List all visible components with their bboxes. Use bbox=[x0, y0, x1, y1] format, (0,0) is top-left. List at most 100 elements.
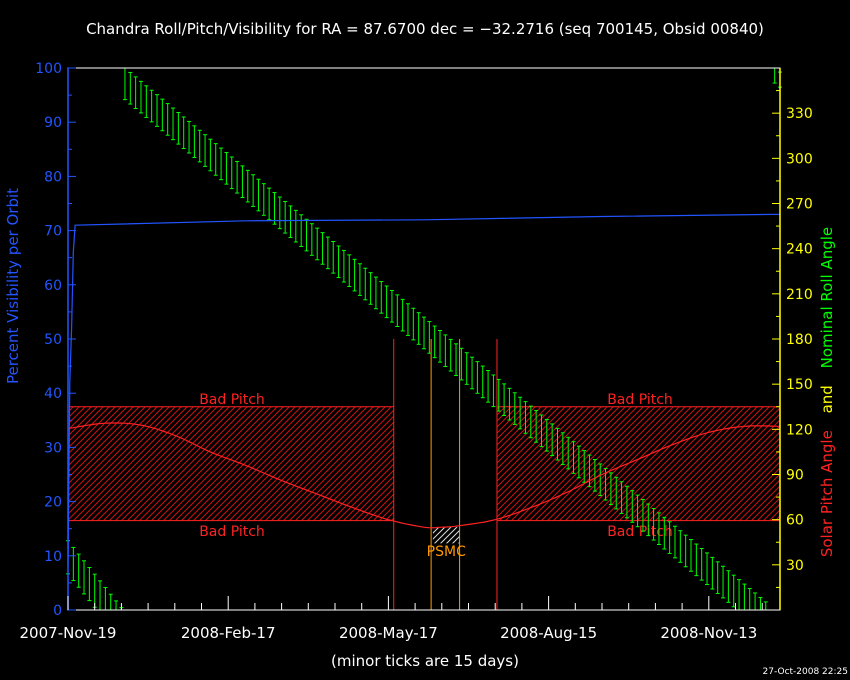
roll-bar-93 bbox=[560, 432, 565, 465]
roll-bar-46 bbox=[309, 223, 314, 256]
roll-bar-21 bbox=[176, 111, 181, 145]
roll-bar-111 bbox=[656, 512, 661, 546]
roll-bar-82 bbox=[502, 383, 507, 416]
roll-bar-61 bbox=[389, 289, 394, 323]
roll-bar-57 bbox=[368, 272, 373, 305]
axes: 0 10 20 30 40 50 60 70 80 90 100 30 60 90 120 150 180 210… bbox=[20, 61, 813, 642]
roll-angle-series bbox=[66, 67, 782, 611]
bad-pitch-label-upper-right: Bad Pitch bbox=[607, 392, 673, 408]
roll-bar-112 bbox=[662, 516, 667, 550]
roll-bar-107 bbox=[635, 494, 640, 528]
roll-bar-34 bbox=[245, 169, 250, 203]
roll-bar-109 bbox=[646, 503, 651, 537]
roll-bar-27 bbox=[208, 138, 213, 172]
roll-bar-116 bbox=[683, 534, 688, 568]
y-right-tick-label-6: 210 bbox=[786, 287, 813, 303]
roll-bar-31 bbox=[229, 156, 234, 190]
bad-pitch-label-lower-right: Bad Pitch bbox=[607, 524, 673, 540]
x-tick-label-4: 2008-Nov-13 bbox=[660, 624, 757, 642]
roll-bar-81 bbox=[496, 378, 501, 412]
roll-bar-16 bbox=[149, 89, 154, 123]
roll-bar-54 bbox=[352, 258, 357, 292]
roll-bar-63 bbox=[400, 298, 405, 332]
roll-bar-30 bbox=[224, 152, 229, 185]
roll-bar-4 bbox=[87, 566, 92, 602]
y-right-tick-label-10: 330 bbox=[786, 106, 813, 122]
roll-bar-122 bbox=[715, 561, 720, 594]
y-left-tick-label-4: 40 bbox=[44, 386, 62, 402]
roll-bar-67 bbox=[422, 316, 426, 350]
roll-bar-15 bbox=[144, 85, 149, 118]
roll-bar-106 bbox=[630, 490, 635, 523]
roll-bar-55 bbox=[357, 263, 362, 296]
roll-bar-51 bbox=[336, 245, 341, 279]
y-left-tick-label-5: 50 bbox=[44, 332, 62, 348]
roll-bar-84 bbox=[512, 392, 517, 425]
bad-pitch-bands: Bad Pitch Bad Pitch Bad Pitch Bad Pitch PSMC bbox=[68, 392, 780, 560]
roll-bar-74 bbox=[459, 347, 464, 381]
roll-bar-99 bbox=[592, 459, 597, 492]
roll-bar-53 bbox=[347, 254, 352, 287]
y-left-tick-label-8: 80 bbox=[44, 169, 62, 185]
y-left-tick-label-3: 30 bbox=[44, 440, 62, 456]
roll-bar-3 bbox=[82, 560, 87, 595]
roll-bar-26 bbox=[203, 134, 208, 167]
roll-bar-113 bbox=[667, 521, 672, 554]
roll-bar-86 bbox=[523, 401, 528, 434]
roll-bar-65 bbox=[411, 307, 416, 341]
bad-pitch-label-upper-left: Bad Pitch bbox=[199, 392, 265, 408]
roll-bar-101 bbox=[603, 467, 608, 501]
y-right-tick-label-4: 150 bbox=[786, 377, 813, 393]
roll-bar-85 bbox=[518, 396, 523, 430]
x-tick-label-0: 2007-Nov-19 bbox=[20, 624, 117, 642]
roll-bar-71 bbox=[443, 334, 448, 368]
y-right-tick-label-3: 120 bbox=[786, 422, 813, 438]
y-right-label: Solar Pitch Angle and Nominal Roll Angle bbox=[818, 227, 836, 557]
roll-bar-129 bbox=[753, 592, 758, 611]
roll-bar-76 bbox=[470, 356, 475, 390]
roll-bar-115 bbox=[678, 530, 683, 563]
roll-bar-28 bbox=[213, 143, 218, 176]
roll-bar-89 bbox=[539, 414, 544, 448]
roll-bar-125 bbox=[731, 574, 736, 608]
psmc-label: PSMC bbox=[427, 544, 466, 560]
pitch-line bbox=[67, 422, 780, 529]
roll-bar-11 bbox=[122, 67, 127, 101]
roll-bar-52 bbox=[341, 249, 346, 283]
roll-bar-62 bbox=[395, 294, 400, 328]
roll-bar-66 bbox=[416, 312, 421, 345]
roll-bar-17 bbox=[155, 94, 159, 127]
roll-bar-121 bbox=[710, 556, 715, 590]
roll-bar-88 bbox=[534, 410, 539, 443]
roll-bar-104 bbox=[619, 481, 624, 514]
roll-bar-94 bbox=[566, 436, 571, 470]
roll-bar-43 bbox=[293, 209, 298, 243]
y-right-tick-label-8: 270 bbox=[786, 197, 813, 213]
y-right-tick-label-7: 240 bbox=[786, 242, 813, 258]
roll-bar-114 bbox=[672, 525, 677, 559]
x-tick-label-3: 2008-Aug-15 bbox=[500, 624, 597, 642]
x-tick-label-1: 2008-Feb-17 bbox=[181, 624, 276, 642]
roll-bar-2 bbox=[76, 553, 81, 588]
roll-bar-102 bbox=[608, 472, 613, 505]
roll-bar-68 bbox=[427, 321, 432, 354]
roll-bar-77 bbox=[475, 361, 480, 394]
roll-bar-80 bbox=[491, 374, 496, 408]
roll-bar-100 bbox=[598, 463, 603, 497]
roll-bar-41 bbox=[283, 200, 288, 234]
roll-bar-124 bbox=[726, 570, 731, 603]
roll-bar-19 bbox=[165, 103, 170, 136]
roll-bar-119 bbox=[699, 547, 704, 581]
y-right-tick-label-0: 30 bbox=[786, 558, 804, 574]
roll-bar-25 bbox=[197, 129, 202, 163]
timestamp: 27-Oct-2008 22:25 bbox=[763, 667, 848, 677]
roll-bar-120 bbox=[705, 552, 710, 586]
roll-bar-110 bbox=[651, 507, 656, 541]
roll-bar-24 bbox=[192, 125, 197, 158]
roll-bar-40 bbox=[277, 196, 282, 230]
chart-title: Chandra Roll/Pitch/Visibility for RA = 8… bbox=[86, 20, 764, 38]
y-right-tick-label-1: 60 bbox=[786, 513, 804, 529]
roll-bar-127 bbox=[742, 583, 747, 611]
roll-bar-38 bbox=[267, 187, 272, 221]
roll-bar-108 bbox=[640, 499, 645, 532]
